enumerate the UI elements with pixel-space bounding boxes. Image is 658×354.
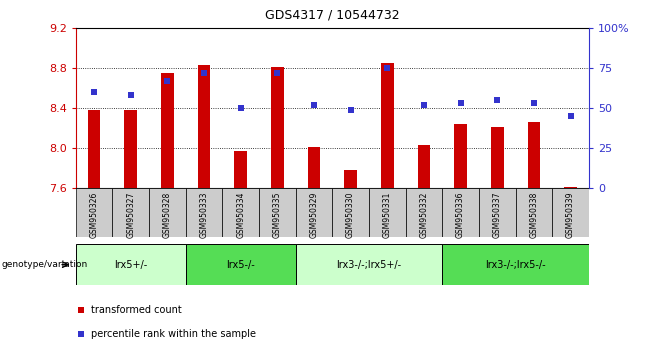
- Bar: [186, 188, 222, 237]
- Bar: [113, 188, 149, 237]
- Text: GSM950334: GSM950334: [236, 192, 245, 238]
- Text: GSM950326: GSM950326: [89, 192, 99, 238]
- Bar: [552, 188, 589, 237]
- Point: [199, 70, 209, 76]
- Bar: [76, 244, 186, 285]
- Point: [418, 102, 429, 108]
- Bar: [528, 122, 540, 188]
- Text: genotype/variation: genotype/variation: [1, 260, 88, 269]
- Bar: [124, 110, 137, 188]
- Text: lrx5-/-: lrx5-/-: [226, 259, 255, 270]
- Text: GSM950336: GSM950336: [456, 192, 465, 238]
- Bar: [369, 188, 405, 237]
- Bar: [295, 244, 442, 285]
- Point: [309, 102, 319, 108]
- Bar: [516, 188, 552, 237]
- Text: GSM950327: GSM950327: [126, 192, 135, 238]
- Bar: [307, 147, 320, 188]
- Point: [126, 92, 136, 98]
- Text: GSM950338: GSM950338: [530, 192, 538, 238]
- Point: [345, 107, 356, 113]
- Bar: [332, 188, 369, 237]
- Text: lrx3-/-;lrx5+/-: lrx3-/-;lrx5+/-: [336, 259, 401, 270]
- Text: GSM950335: GSM950335: [273, 192, 282, 238]
- Bar: [344, 170, 357, 188]
- Text: GSM950330: GSM950330: [346, 192, 355, 238]
- Text: lrx5+/-: lrx5+/-: [114, 259, 147, 270]
- Bar: [161, 73, 174, 188]
- Bar: [381, 63, 393, 188]
- Bar: [295, 188, 332, 237]
- Bar: [76, 188, 113, 237]
- Bar: [479, 188, 516, 237]
- Point: [528, 101, 539, 106]
- Point: [382, 65, 393, 71]
- Bar: [418, 145, 430, 188]
- Bar: [149, 188, 186, 237]
- Bar: [442, 244, 589, 285]
- Point: [76, 307, 86, 313]
- Text: percentile rank within the sample: percentile rank within the sample: [91, 329, 256, 339]
- Point: [76, 331, 86, 337]
- Bar: [564, 187, 577, 188]
- Point: [565, 113, 576, 119]
- Point: [236, 105, 246, 111]
- Bar: [234, 151, 247, 188]
- Text: GSM950337: GSM950337: [493, 192, 502, 238]
- Text: GSM950328: GSM950328: [163, 192, 172, 238]
- Text: GSM950331: GSM950331: [383, 192, 392, 238]
- Text: GSM950333: GSM950333: [199, 192, 209, 238]
- Point: [162, 78, 172, 84]
- Text: transformed count: transformed count: [91, 305, 182, 315]
- Point: [272, 70, 282, 76]
- Bar: [186, 244, 295, 285]
- Bar: [222, 188, 259, 237]
- Bar: [405, 188, 442, 237]
- Bar: [271, 67, 284, 188]
- Bar: [442, 188, 479, 237]
- Bar: [197, 65, 211, 188]
- Text: GDS4317 / 10544732: GDS4317 / 10544732: [265, 9, 399, 22]
- Point: [455, 101, 466, 106]
- Text: GSM950329: GSM950329: [309, 192, 318, 238]
- Bar: [491, 127, 503, 188]
- Point: [492, 97, 503, 103]
- Point: [89, 89, 99, 95]
- Bar: [454, 124, 467, 188]
- Bar: [259, 188, 295, 237]
- Text: GSM950339: GSM950339: [566, 192, 575, 238]
- Text: GSM950332: GSM950332: [419, 192, 428, 238]
- Bar: [88, 110, 101, 188]
- Text: lrx3-/-;lrx5-/-: lrx3-/-;lrx5-/-: [486, 259, 546, 270]
